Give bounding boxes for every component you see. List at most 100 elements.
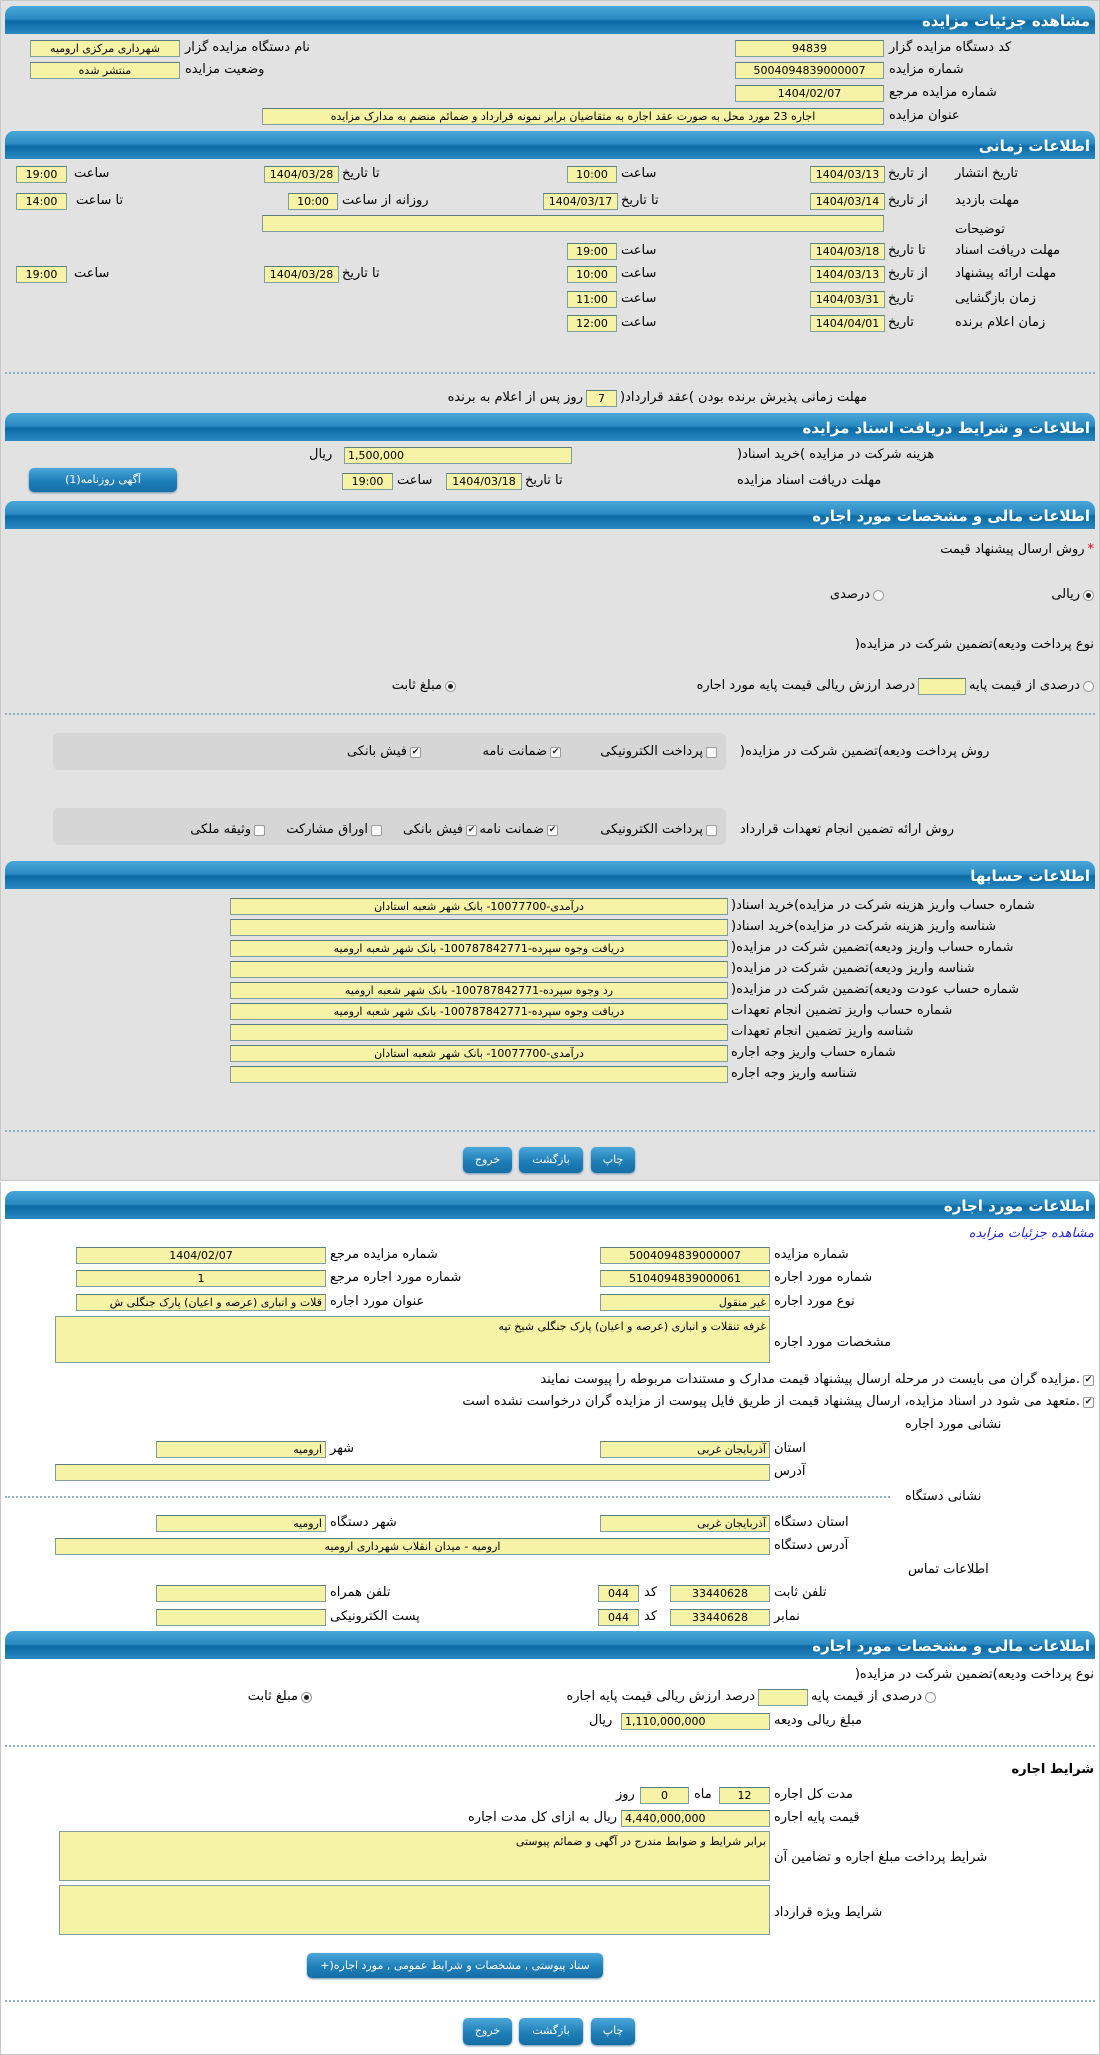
notice-no-file-offer[interactable]: ✔ متعهد می شود در اسناد مزایده، ارسال پیش… — [462, 1393, 1094, 1411]
deposit-amount-field[interactable]: 1,110,000,000 — [621, 1713, 770, 1730]
deposit-method-guarantee[interactable]: ✔ ضمانت نامه — [482, 743, 561, 761]
visit-to-date[interactable]: 1404/03/17 — [543, 193, 618, 210]
checkbox-checked[interactable]: ✔ — [1083, 1396, 1094, 1408]
guarantee-method-bank-slip[interactable]: ✔ فیش بانکی — [403, 821, 477, 839]
auction-number-field[interactable]: 5004094839000007 — [735, 62, 884, 79]
guarantee-method-bonds[interactable]: اوراق مشارکت — [286, 821, 382, 839]
mobile-field[interactable] — [156, 1585, 326, 1602]
fax-code-field[interactable]: 044 — [598, 1609, 639, 1626]
item-specs-textarea[interactable]: غرفه تنقلات و انباری (عرصه و اعیان) پارک… — [55, 1316, 770, 1363]
docs-to-date[interactable]: 1404/03/18 — [810, 243, 885, 260]
deposit-method-electronic[interactable]: پرداخت الکترونیکی — [600, 743, 717, 761]
offer-to-date[interactable]: 1404/03/28 — [264, 266, 339, 283]
deposit-percent-field[interactable] — [918, 677, 967, 695]
org-name-field[interactable]: شهرداری مرکزی ارومیه — [30, 40, 180, 57]
checkbox-checked[interactable]: ✔ — [1083, 1374, 1094, 1386]
province-field[interactable]: آذربایجان غربی — [600, 1441, 770, 1458]
fax-field[interactable]: 33440628 — [670, 1609, 770, 1626]
visit-daily-to[interactable]: 14:00 — [16, 193, 67, 210]
phone-field[interactable]: 33440628 — [670, 1585, 770, 1602]
doc-fee-field[interactable]: 1,500,000 — [344, 447, 572, 464]
checkbox-checked[interactable]: ✔ — [466, 824, 477, 836]
visit-from-date[interactable]: 1404/03/14 — [810, 193, 885, 210]
lease-deposit-fixed-option[interactable]: مبلغ ثابت — [248, 1688, 312, 1706]
price-method-rial[interactable]: ریالی — [1051, 586, 1094, 604]
exit-button[interactable]: خروج — [463, 2018, 512, 2045]
account-field[interactable]: درآمدی-10077700- بانک شهر شعبه استادان — [230, 898, 728, 915]
print-button[interactable]: چاپ — [591, 2018, 635, 2045]
account-field[interactable]: درآمدی-10077700- بانک شهر شعبه استادان — [230, 1045, 728, 1062]
lease-deposit-percent-field[interactable] — [758, 1688, 809, 1706]
org-code-field[interactable]: 94839 — [735, 40, 884, 57]
deposit-percent-option[interactable]: درصدی از قیمت پایه درصد ارزش ریالی قیمت … — [697, 677, 1094, 695]
auction-status-field[interactable]: منتشر شده — [30, 62, 180, 79]
account-field[interactable]: دریافت وجوه سپرده-100787842771- بانک شهر… — [230, 1003, 728, 1020]
payment-terms-textarea[interactable]: برابر شرایط و ضوابط مندرج در آگهی و ضمائ… — [59, 1831, 770, 1881]
checkbox-checked[interactable]: ✔ — [550, 746, 561, 758]
item-number-field[interactable]: 5104094839000061 — [600, 1270, 770, 1287]
auction-ref-field[interactable]: 1404/02/07 — [735, 85, 884, 102]
account-field[interactable]: دریافت وجوه سپرده-100787842771- بانک شهر… — [230, 940, 728, 957]
checkbox-checked[interactable]: ✔ — [547, 824, 558, 836]
publish-to-date[interactable]: 1404/03/28 — [264, 166, 339, 183]
radio-deposit-fixed[interactable] — [301, 1691, 312, 1703]
price-method-percent[interactable]: درصدی — [830, 586, 884, 604]
radio-deposit-percent[interactable] — [925, 1691, 936, 1703]
account-field[interactable] — [230, 961, 728, 978]
base-price-field[interactable]: 4,440,000,000 — [621, 1810, 770, 1827]
docs-to-time[interactable]: 19:00 — [567, 243, 617, 260]
email-field[interactable] — [156, 1609, 326, 1626]
city-field[interactable]: ارومیه — [156, 1441, 326, 1458]
account-field[interactable] — [230, 1024, 728, 1041]
checkbox-checked[interactable]: ✔ — [410, 746, 421, 758]
opening-date[interactable]: 1404/03/31 — [810, 291, 885, 308]
publish-from-date[interactable]: 1404/03/13 — [810, 166, 885, 183]
account-field[interactable] — [230, 919, 728, 936]
item-ref-field[interactable]: 1 — [76, 1270, 326, 1287]
special-terms-textarea[interactable] — [59, 1885, 770, 1935]
exit-button[interactable]: خروج — [463, 1147, 512, 1173]
phone-code-field[interactable]: 044 — [598, 1585, 639, 1602]
duration-days-field[interactable]: 0 — [640, 1787, 689, 1804]
duration-months-field[interactable]: 12 — [719, 1787, 770, 1804]
attachments-button[interactable]: سناد پیوستی , مشخصات و شرایط عمومی , مور… — [307, 1953, 603, 1978]
auction-subject-field[interactable]: اجاره 23 مورد محل به صورت عقد اجاره به م… — [262, 108, 884, 125]
radio-deposit-percent[interactable] — [1083, 680, 1094, 692]
radio-percent[interactable] — [873, 589, 884, 601]
notice-attach-docs[interactable]: ✔ مزایده گران می بایست در مرحله ارسال پیش… — [540, 1371, 1094, 1389]
back-button[interactable]: بازگشت — [519, 1147, 583, 1173]
back-button[interactable]: بازگشت — [519, 2018, 583, 2045]
winner-date[interactable]: 1404/04/01 — [810, 315, 885, 332]
radio-rial[interactable] — [1083, 589, 1094, 601]
org-province-field[interactable]: آذربایجان غربی — [600, 1515, 770, 1532]
opening-time[interactable]: 11:00 — [567, 291, 617, 308]
checkbox-unchecked[interactable] — [706, 746, 717, 758]
lease-deposit-percent-option[interactable]: درصدی از قیمت پایه درصد ارزش ریالی قیمت … — [566, 1688, 936, 1706]
item-type-field[interactable]: غیر منقول — [600, 1294, 770, 1311]
notes-field[interactable] — [262, 215, 884, 232]
publish-from-time[interactable]: 10:00 — [567, 166, 617, 183]
radio-deposit-fixed[interactable] — [445, 680, 456, 692]
org-address-field[interactable]: ارومیه - میدان انقلاب شهرداری ارومیه — [55, 1538, 770, 1555]
checkbox-unchecked[interactable] — [371, 824, 382, 836]
acceptance-days-field[interactable]: 7 — [586, 390, 617, 407]
org-city-field[interactable]: ارومیه — [156, 1515, 326, 1532]
winner-time[interactable]: 12:00 — [567, 315, 617, 332]
guarantee-method-guarantee[interactable]: ✔ ضمانت نامه — [479, 821, 558, 839]
checkbox-unchecked[interactable] — [706, 824, 717, 836]
doc-deadline-time[interactable]: 19:00 — [342, 473, 393, 490]
account-field[interactable] — [230, 1066, 728, 1083]
address-field[interactable] — [55, 1464, 770, 1481]
checkbox-unchecked[interactable] — [254, 824, 265, 836]
account-field[interactable]: رد وجوه سپرده-100787842771- بانک شهر شعب… — [230, 982, 728, 999]
offer-to-time[interactable]: 19:00 — [16, 266, 67, 283]
guarantee-method-property[interactable]: وثیقه ملکی — [190, 821, 265, 839]
publish-to-time[interactable]: 19:00 — [16, 166, 67, 183]
lease-auction-number-field[interactable]: 5004094839000007 — [600, 1247, 770, 1264]
view-auction-details-link[interactable]: مشاهده جزئیات مزایده — [968, 1226, 1094, 1241]
lease-auction-ref-field[interactable]: 1404/02/07 — [76, 1247, 326, 1264]
item-title-field[interactable]: قلات و انباری (عرصه و اعیان) پارک جنگلی … — [76, 1294, 326, 1311]
visit-daily-from[interactable]: 10:00 — [288, 193, 338, 210]
print-button[interactable]: چاپ — [591, 1147, 635, 1173]
offer-from-date[interactable]: 1404/03/13 — [810, 266, 885, 283]
